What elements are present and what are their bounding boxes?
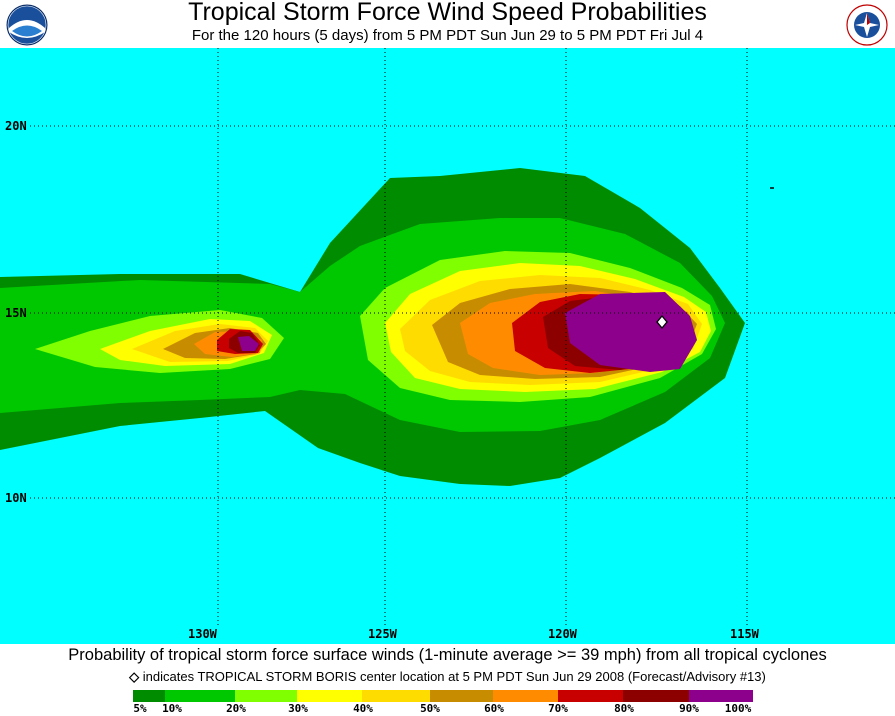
legend-swatch-30-40 — [297, 690, 362, 702]
legend-label-70: 70% — [548, 702, 568, 715]
legend-label-60: 60% — [484, 702, 504, 715]
lat-label-20n: 20N — [5, 119, 27, 133]
probability-legend — [133, 690, 753, 702]
page-subtitle: For the 120 hours (5 days) from 5 PM PDT… — [191, 27, 704, 44]
legend-label-30: 30% — [288, 702, 308, 715]
lon-label-115w: 115W — [730, 627, 760, 641]
wind-probability-map: 20N 15N 10N 130W 125W 120W 115W — [0, 48, 895, 644]
lat-label-15n: 15N — [5, 306, 27, 320]
legend-swatch-60-70 — [493, 690, 558, 702]
legend-label-10: 10% — [162, 702, 182, 715]
page-title: Tropical Storm Force Wind Speed Probabil… — [188, 0, 707, 26]
legend-label-20: 20% — [226, 702, 246, 715]
legend-label-5: 5% — [133, 702, 147, 715]
legend-label-100: 100% — [724, 702, 752, 715]
legend-swatch-90-100 — [689, 690, 753, 702]
legend-labels: 5% 10% 20% 30% 40% 50% 60% 70% 80% 90% 1… — [0, 702, 895, 716]
lon-label-130w: 130W — [188, 627, 218, 641]
national-weather-service-logo-icon — [846, 4, 888, 46]
legend-swatch-50-60 — [430, 690, 493, 702]
noaa-logo-icon — [6, 4, 48, 46]
legend-swatch-40-50 — [362, 690, 430, 702]
legend-swatch-70-80 — [558, 690, 623, 702]
legend-label-80: 80% — [614, 702, 634, 715]
legend-label-90: 90% — [679, 702, 699, 715]
legend-label-50: 50% — [420, 702, 440, 715]
footer-note: ◇ indicates TROPICAL STORM BORIS center … — [0, 669, 895, 685]
lon-label-120w: 120W — [548, 627, 578, 641]
lon-label-125w: 125W — [368, 627, 398, 641]
footer-caption: Probability of tropical storm force surf… — [68, 646, 827, 664]
footer-note-text: indicates TROPICAL STORM BORIS center lo… — [142, 669, 766, 684]
header: Tropical Storm Force Wind Speed Probabil… — [0, 0, 895, 48]
longitude-gridlines — [217, 48, 748, 628]
legend-swatch-20-30 — [235, 690, 297, 702]
legend-swatch-10-20 — [165, 690, 235, 702]
legend-swatch-80-90 — [623, 690, 689, 702]
lat-label-10n: 10N — [5, 491, 27, 505]
legend-swatch-5-10 — [133, 690, 165, 702]
diamond-icon: ◇ — [129, 669, 140, 684]
storm-center-diamond-icon — [656, 314, 668, 330]
legend-label-40: 40% — [353, 702, 373, 715]
probability-contour-90pct — [238, 292, 697, 372]
latitude-gridlines — [30, 125, 895, 499]
